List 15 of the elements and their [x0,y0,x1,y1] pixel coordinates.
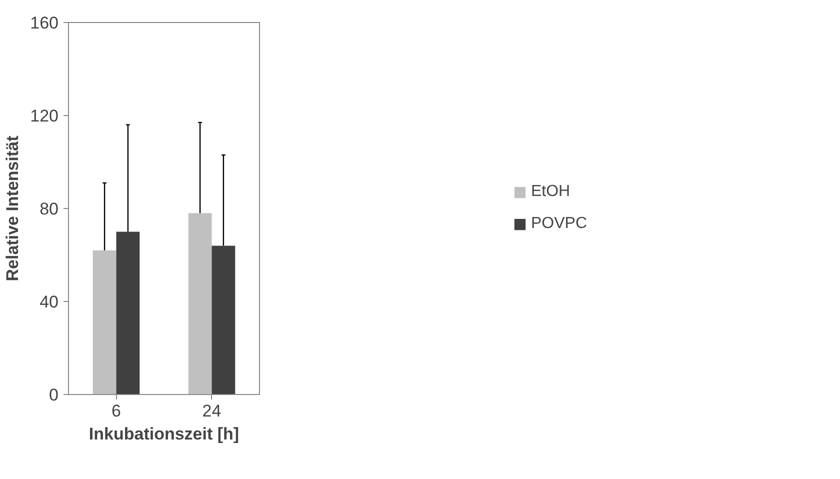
y-tick-label: 40 [40,292,59,312]
y-tick-label: 160 [30,14,59,32]
legend-label: EtOH [530,183,570,201]
bar [116,232,140,394]
x-tick-label: 6 [112,402,121,420]
y-axis-title: Relative Intensität [3,135,22,282]
y-tick-label: 0 [49,386,59,404]
y-tick-label: 80 [40,200,59,218]
x-axis-title: Inkubationszeit [h] [88,424,240,444]
x-tick-label: 24 [202,402,222,420]
bar [188,213,212,394]
y-tick-label: 120 [30,106,59,126]
bar [212,246,236,394]
bar [92,250,116,394]
legend-label: POVPC [530,215,588,233]
